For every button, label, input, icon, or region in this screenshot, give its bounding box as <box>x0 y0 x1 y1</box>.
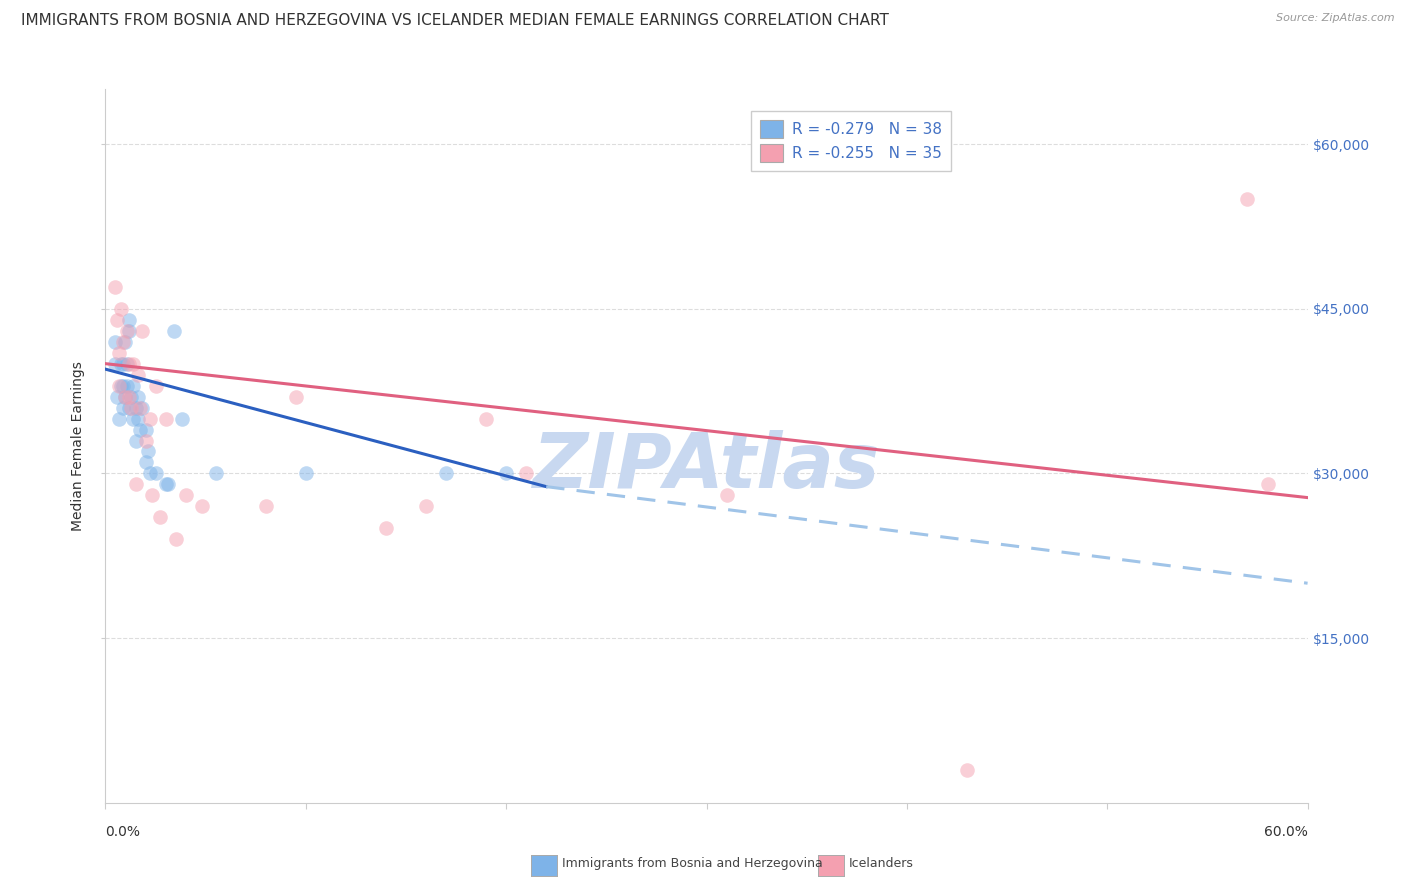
Point <box>1257 477 1279 491</box>
Point <box>136 444 159 458</box>
Point <box>515 467 537 481</box>
Point <box>495 467 517 481</box>
Point <box>128 423 150 437</box>
Point <box>254 500 277 514</box>
Point <box>127 411 149 425</box>
Point <box>108 345 131 359</box>
Point <box>128 401 150 415</box>
Point <box>118 401 141 415</box>
Point <box>112 357 135 371</box>
Point <box>117 378 139 392</box>
Point <box>1236 192 1258 206</box>
Point <box>135 423 157 437</box>
Point <box>107 390 129 404</box>
Point <box>124 401 146 415</box>
Point <box>434 467 457 481</box>
Point <box>114 390 136 404</box>
Point <box>118 357 141 371</box>
Point <box>956 763 979 777</box>
Y-axis label: Median Female Earnings: Median Female Earnings <box>72 361 86 531</box>
Point <box>138 467 160 481</box>
Point <box>121 401 143 415</box>
Point <box>112 401 135 415</box>
Point <box>117 324 139 338</box>
Point <box>122 411 145 425</box>
Point <box>124 434 146 448</box>
Point <box>204 467 226 481</box>
Text: Source: ZipAtlas.com: Source: ZipAtlas.com <box>1277 13 1395 23</box>
Point <box>190 500 212 514</box>
Text: Immigrants from Bosnia and Herzegovina: Immigrants from Bosnia and Herzegovina <box>562 857 823 870</box>
Point <box>104 357 127 371</box>
Point <box>104 280 127 294</box>
Point <box>475 411 498 425</box>
Text: ZIPAtlas: ZIPAtlas <box>533 431 880 504</box>
Point <box>107 312 129 326</box>
Point <box>110 378 132 392</box>
Point <box>135 434 157 448</box>
Point <box>284 390 307 404</box>
Point <box>118 324 141 338</box>
Point <box>415 500 437 514</box>
Point <box>108 411 131 425</box>
Point <box>122 357 145 371</box>
Point <box>104 334 127 349</box>
Text: Icelanders: Icelanders <box>849 857 914 870</box>
Point <box>121 390 143 404</box>
Point <box>118 390 141 404</box>
Point <box>112 378 135 392</box>
Legend: R = -0.279   N = 38, R = -0.255   N = 35: R = -0.279 N = 38, R = -0.255 N = 35 <box>751 112 950 171</box>
Text: 0.0%: 0.0% <box>105 825 141 839</box>
Point <box>295 467 318 481</box>
Point <box>156 477 179 491</box>
Text: IMMIGRANTS FROM BOSNIA AND HERZEGOVINA VS ICELANDER MEDIAN FEMALE EARNINGS CORRE: IMMIGRANTS FROM BOSNIA AND HERZEGOVINA V… <box>21 13 889 29</box>
Point <box>127 368 149 382</box>
Point <box>148 510 170 524</box>
Point <box>110 357 132 371</box>
Point <box>145 467 167 481</box>
Point <box>108 378 131 392</box>
Point <box>122 378 145 392</box>
Point <box>155 411 177 425</box>
Point <box>131 401 153 415</box>
Point <box>131 324 153 338</box>
Text: 60.0%: 60.0% <box>1264 825 1308 839</box>
Point <box>114 334 136 349</box>
Point <box>118 312 141 326</box>
Point <box>117 357 139 371</box>
Point <box>138 411 160 425</box>
Point <box>124 477 146 491</box>
Point <box>114 390 136 404</box>
Point <box>155 477 177 491</box>
Point <box>170 411 193 425</box>
Point <box>716 488 738 502</box>
Point <box>110 301 132 316</box>
Point <box>141 488 163 502</box>
Point <box>127 390 149 404</box>
Point <box>162 324 184 338</box>
Point <box>145 378 167 392</box>
Point <box>135 455 157 469</box>
Point <box>174 488 197 502</box>
Point <box>112 334 135 349</box>
Point <box>165 533 187 547</box>
Point <box>374 521 398 535</box>
